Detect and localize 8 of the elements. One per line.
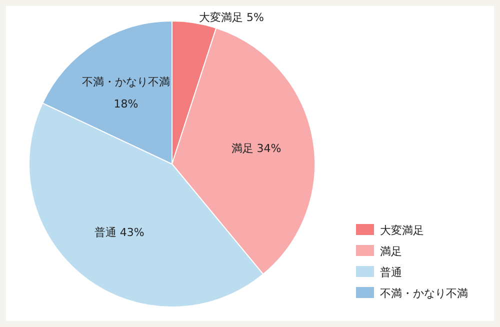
category-label: 満足 34% <box>231 142 282 155</box>
category-label: 普通 43% <box>94 226 144 239</box>
legend-label: 満足 <box>380 245 402 258</box>
legend-label: 不満・かなり不満 <box>380 287 468 300</box>
data-label: 18% <box>114 98 138 111</box>
legend-label: 普通 <box>380 266 402 279</box>
legend-label: 大変満足 <box>380 224 424 237</box>
slice-label: 不満・かなり不満 <box>82 76 170 89</box>
